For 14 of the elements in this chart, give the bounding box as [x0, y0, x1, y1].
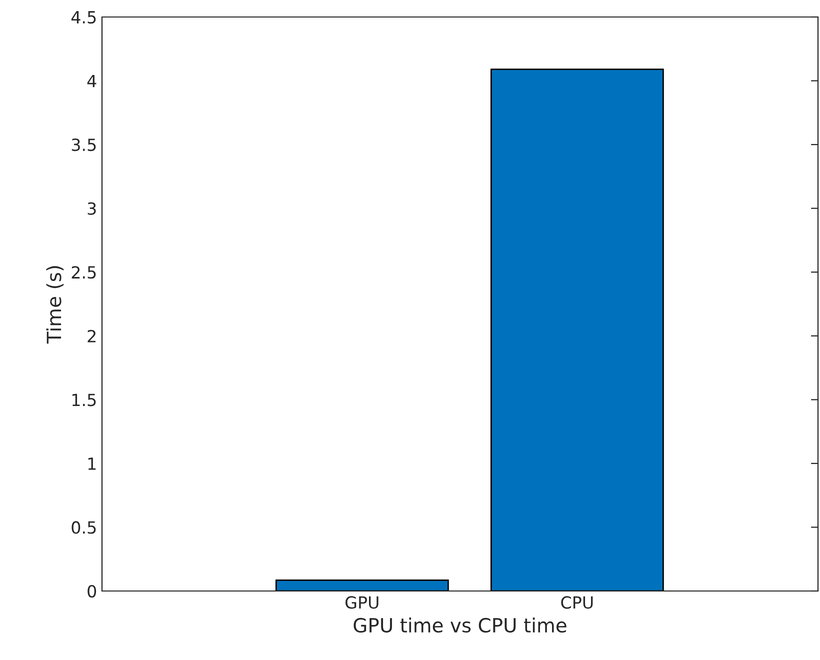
y-tick-label: 2: [88, 330, 96, 342]
x-tick-label: CPU: [561, 596, 593, 609]
y-tick-label: 4: [87, 74, 96, 88]
y-tick-label: 0.5: [72, 521, 96, 534]
x-tick-label: GPU: [346, 596, 378, 609]
y-tick-label: 0: [88, 584, 96, 598]
y-tick-label: 3.5: [72, 138, 96, 152]
y-tick-label: 1.5: [72, 394, 96, 406]
x-axis-title: GPU time vs CPU time: [354, 618, 566, 633]
y-axis-title: Time (s): [46, 266, 64, 344]
y-tick-label: 1: [88, 458, 96, 470]
y-tick-label: 4.5: [71, 11, 96, 24]
y-tick-label: 2.5: [72, 266, 96, 279]
y-tick-label: 3: [88, 202, 96, 215]
